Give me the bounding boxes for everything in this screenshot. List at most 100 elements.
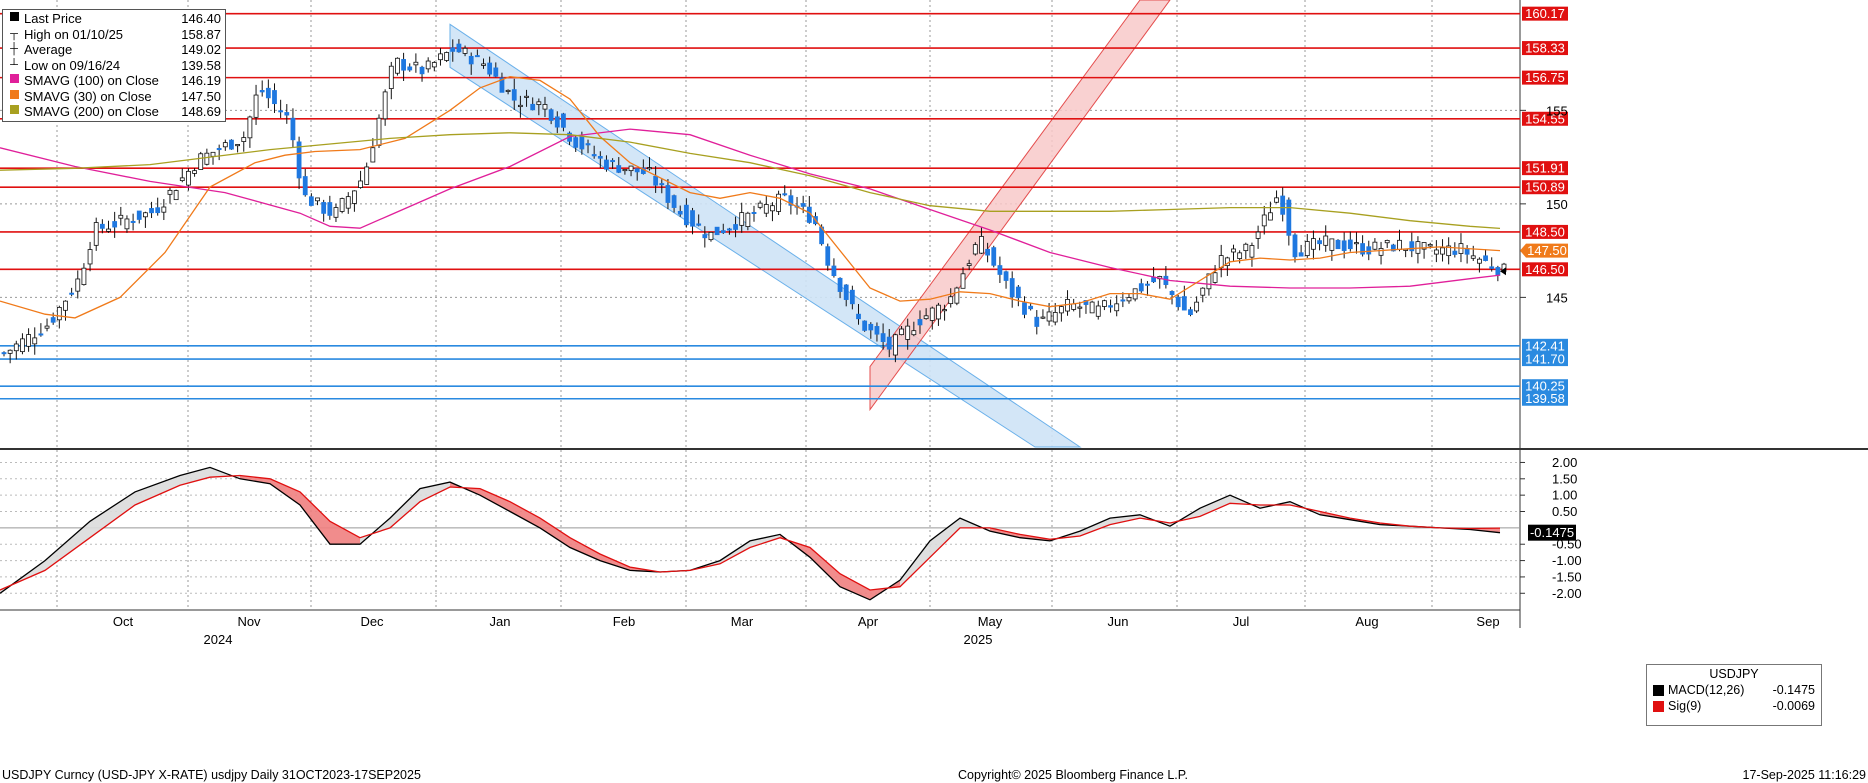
candle-down <box>727 228 732 231</box>
candle-down <box>1108 305 1113 308</box>
legend-label: High on 01/10/25 <box>24 26 124 42</box>
candle-down <box>69 292 75 295</box>
candle-down <box>548 109 554 121</box>
candle-up <box>204 152 210 165</box>
candle-down <box>788 195 794 206</box>
candle-down <box>296 141 302 179</box>
candle-up <box>647 167 652 170</box>
macd-fill-above <box>1200 495 1230 517</box>
macd-fill-below <box>840 573 870 600</box>
macd-fill-below <box>300 491 330 545</box>
high-marker-icon: ┬ <box>10 27 18 40</box>
candle-down <box>1317 240 1322 245</box>
macd-fill-above <box>1080 518 1110 537</box>
candle-up <box>628 165 634 172</box>
candle-down <box>831 265 837 277</box>
support-level-label: 139.58 <box>1525 391 1565 406</box>
candle-up <box>370 147 376 163</box>
candle-up <box>376 117 382 146</box>
candle-down <box>1181 296 1187 311</box>
candle-up <box>1046 311 1052 322</box>
support-level-label-bg <box>1522 391 1568 406</box>
candle-up <box>413 61 419 66</box>
macd-fill-below <box>270 478 300 505</box>
candle-up <box>438 53 443 61</box>
candle-up <box>942 309 947 312</box>
candle-down <box>874 326 880 335</box>
candle-down <box>554 116 560 128</box>
candle-down <box>474 55 480 58</box>
candle-up <box>388 65 394 89</box>
candle-up <box>1206 273 1212 290</box>
legend-label: Sig(9) <box>1668 699 1702 713</box>
candle-up <box>1095 305 1101 317</box>
candle-up <box>118 214 124 219</box>
downtrend-channel <box>449 23 1082 448</box>
candle-down <box>825 246 831 266</box>
candle-down <box>659 183 665 186</box>
candle-down <box>499 77 505 93</box>
price-tick-label: 145 <box>1546 290 1568 305</box>
candle-up <box>1415 241 1421 254</box>
support-level-label-bg <box>1522 338 1568 353</box>
candle-up <box>1237 252 1243 259</box>
candle-down <box>733 224 738 230</box>
support-level-label-bg <box>1522 352 1568 367</box>
resistance-level-label-bg <box>1522 180 1568 195</box>
resistance-level-label: 158.33 <box>1525 41 1565 56</box>
candle-up <box>542 104 548 110</box>
candle-up <box>339 198 345 212</box>
candle-down <box>1175 296 1181 308</box>
candle-down <box>843 284 849 300</box>
candle-down <box>1409 241 1415 252</box>
legend-value: -0.0069 <box>1772 699 1815 713</box>
x-tick-label: Apr <box>858 614 879 629</box>
candle-down <box>493 67 499 77</box>
candle-down <box>702 234 708 239</box>
candle-up <box>929 307 935 321</box>
macd-fill-above <box>45 521 90 571</box>
candle-down <box>997 265 1003 275</box>
candle-down <box>1286 199 1292 236</box>
candle-up <box>1261 214 1267 227</box>
sma200-swatch <box>7 104 21 120</box>
candle-down <box>604 159 609 170</box>
candle-up <box>708 231 714 241</box>
resistance-level-label-bg <box>1522 161 1568 176</box>
candle-up <box>26 334 31 347</box>
legend-label: MACD(12,26) <box>1668 683 1745 697</box>
candle-up <box>179 177 185 182</box>
support-level-label-bg <box>1522 379 1568 394</box>
macd-fill-below <box>600 554 630 571</box>
candle-down <box>653 175 659 186</box>
candle-up <box>757 202 763 208</box>
macd-fill-above <box>90 491 135 538</box>
low-marker-icon: ┴ <box>10 58 18 71</box>
candle-up <box>505 89 511 92</box>
sma-line <box>0 76 1501 319</box>
candle-up <box>524 95 529 98</box>
candle-up <box>776 193 781 212</box>
candle-down <box>1015 286 1021 299</box>
candle-down <box>1390 244 1396 252</box>
legend-value: 146.40 <box>181 11 221 26</box>
last-price-swatch <box>7 11 21 27</box>
macd-fill-above <box>420 482 450 502</box>
candle-up <box>1255 231 1261 239</box>
legend-label: SMAVG (100) on Close <box>24 73 159 88</box>
resistance-level-label-bg <box>1522 41 1568 56</box>
candle-up <box>1267 212 1273 221</box>
candle-up <box>364 166 370 185</box>
candle-up <box>1470 255 1476 259</box>
candle-up <box>124 218 130 230</box>
candle-up <box>899 328 904 336</box>
x-tick-label: Aug <box>1355 614 1378 629</box>
candle-down <box>1138 283 1144 292</box>
legend-value: 139.58 <box>181 57 221 73</box>
sma30-tag <box>1520 243 1568 258</box>
resistance-level-label-bg <box>1522 262 1568 277</box>
macd-legend-title: USDJPY <box>1709 667 1759 681</box>
candle-up <box>315 197 320 202</box>
candle-up <box>517 104 523 108</box>
